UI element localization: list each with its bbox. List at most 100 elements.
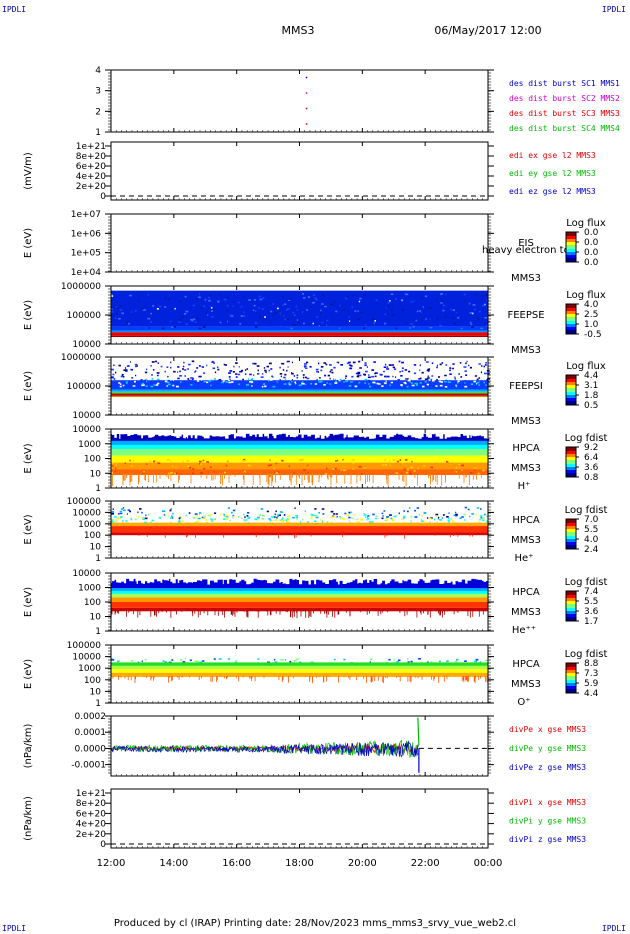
colorbar-tick-label: 0.0 — [584, 248, 599, 258]
panels: 4 3 2 1 des dist burst SC1 MMS1 des dist burs… — [23, 66, 620, 850]
ytick-label: 0.0001 — [75, 728, 107, 738]
colorbar-tick-label: 1.0 — [584, 320, 599, 330]
overlay-text: heavy electron to — [482, 245, 570, 256]
burst-point-3 — [305, 107, 308, 110]
time-tick-label: 20:00 — [348, 858, 377, 869]
colorbar-tick-label: 8.8 — [584, 659, 599, 669]
ytick-label: 1e+06 — [71, 229, 102, 239]
burst-point-2 — [305, 92, 308, 94]
colorbar-tick-label: -0.5 — [584, 330, 602, 340]
ytick-label: 100 — [84, 598, 101, 608]
ytick-label: 100 — [84, 676, 101, 686]
colorbar-tick-label: 5.5 — [584, 525, 598, 535]
colorbar-tick-label: 0.0 — [584, 228, 599, 238]
colorbar-title: Log flux — [566, 361, 606, 372]
ytick-label: 1000 — [78, 440, 101, 450]
ytick-label: 1e+21 — [76, 142, 106, 152]
legend-entry-1: des dist burst SC1 MMS1 — [509, 79, 620, 88]
colorbar-tick-label: 0.0 — [584, 258, 599, 268]
legend-entry-1: edi ex gse l2 MMS3 — [509, 151, 596, 160]
ytick-label: 1 — [95, 699, 101, 709]
panel-10: 0.0002 0.0001 0.0000 -0.0001 (nPa/km) divPe x… — [23, 712, 586, 777]
side-label-2: MMS3 — [511, 607, 541, 618]
colorbar-tick-label: 1.7 — [584, 617, 598, 627]
panel-1: 4 3 2 1 des dist burst SC1 MMS1 des dist burs… — [95, 66, 620, 138]
ytick-label: 10000 — [72, 653, 101, 663]
panel-6: 10000 1000 100 10 1 E (eV) HPCA MMS3 H⁺ Log fdist… — [23, 425, 607, 494]
colorbar-tick-label: 2.4 — [584, 545, 599, 555]
ytick-label: 10000 — [72, 569, 101, 579]
ytick-label: 1000000 — [61, 353, 101, 363]
colorbar-tick-label: 0.8 — [584, 473, 599, 483]
colorbar-tick-label: 5.5 — [584, 597, 598, 607]
side-label-3: H⁺ — [518, 481, 531, 492]
colorbar-tick-label: 6.4 — [584, 453, 599, 463]
ytick-label: 0 — [100, 192, 106, 202]
side-label-3: O⁺ — [517, 697, 530, 708]
legend-entry-2: divPi y gse MMS3 — [509, 817, 586, 826]
ytick-label: 1e+05 — [71, 249, 101, 259]
ytick-label: 10 — [90, 469, 102, 479]
ytick-label: 10 — [90, 543, 102, 553]
side-label-2: MMS3 — [511, 416, 541, 427]
legend-entry-3: divPi z gse MMS3 — [509, 835, 586, 844]
ytick-label: 2e+20 — [76, 182, 107, 192]
ytick-label: 2e+20 — [76, 830, 107, 840]
colorbar-tick-label: 3.6 — [584, 607, 599, 617]
legend-entry-4: des dist burst SC4 MMS4 — [509, 124, 620, 133]
colorbar-title: Log fdist — [565, 505, 608, 516]
ylabel: E (eV) — [23, 587, 34, 617]
time-tick-label: 16:00 — [222, 858, 251, 869]
side-label-1: FEEPSI — [509, 381, 543, 392]
panel-4: 1000000 100000 10000 E (eV) FEEPSE MMS3 Log fl… — [23, 282, 606, 356]
side-label-2: MMS3 — [511, 679, 541, 690]
corner-label-bottom-right: IPDLI — [601, 924, 626, 933]
legend-entry-3: divPe z gse MMS3 — [509, 763, 586, 772]
ylabel: E (eV) — [23, 443, 34, 473]
panel-5: 1000000 100000 10000 E (eV) FEEPSI MMS3 Log fl… — [23, 353, 606, 427]
ytick-label: 1 — [95, 627, 101, 637]
ytick-label: 3 — [95, 87, 101, 97]
colorbar-title: Log flux — [566, 290, 606, 301]
side-label-1: EIS — [518, 238, 534, 249]
time-tick-label: 22:00 — [411, 858, 440, 869]
ytick-label: 10 — [90, 687, 102, 697]
legend-entry-3: edi ez gse l2 MMS3 — [509, 187, 596, 196]
ylabel: E (eV) — [23, 228, 34, 258]
colorbar-tick-label: 4.4 — [584, 689, 599, 699]
ytick-label: 4e+20 — [76, 820, 107, 830]
ylabel: (nPa/km) — [23, 724, 34, 769]
colorbar-frame — [565, 231, 577, 263]
colorbar-title: Log fdist — [565, 649, 608, 660]
ytick-label: 100000 — [67, 641, 102, 651]
side-label-1: HPCA — [512, 659, 540, 670]
colorbar-frame — [565, 446, 577, 478]
colorbar-tick-label: 1.8 — [584, 391, 599, 401]
ytick-label: 1000 — [78, 584, 101, 594]
corner-label-top-left: IPDLI — [2, 5, 27, 14]
colorbar-tick-label: 5.9 — [584, 679, 599, 689]
ytick-label: 0.0002 — [75, 712, 107, 722]
burst-point-4 — [305, 123, 308, 125]
colorbar-tick-label: 3.1 — [584, 381, 598, 391]
colorbar-tick-label: 4.4 — [584, 371, 599, 381]
colorbar-tick-label: 9.2 — [584, 443, 598, 453]
time-tick-label: 14:00 — [159, 858, 188, 869]
panel-background — [111, 70, 488, 132]
panel-3: 1e+07 1e+06 1e+05 1e+04 E (eV) EIS MMS3 heavy e… — [23, 210, 606, 284]
spacecraft-title: MMS3 — [282, 24, 315, 37]
ytick-label: 10000 — [72, 425, 101, 435]
corner-label-top-right: IPDLI — [601, 5, 626, 14]
colorbar-tick-label: 7.3 — [584, 669, 598, 679]
ytick-label: 10000 — [72, 411, 101, 421]
ytick-label: 4e+20 — [76, 172, 107, 182]
colorbar-frame — [565, 303, 577, 335]
ylabel: E (eV) — [23, 371, 34, 401]
legend-entry-1: divPe x gse MMS3 — [509, 725, 586, 734]
side-label-2: MMS3 — [511, 273, 541, 284]
legend-entry-1: divPi x gse MMS3 — [509, 798, 586, 807]
ytick-label: 4 — [95, 66, 101, 76]
